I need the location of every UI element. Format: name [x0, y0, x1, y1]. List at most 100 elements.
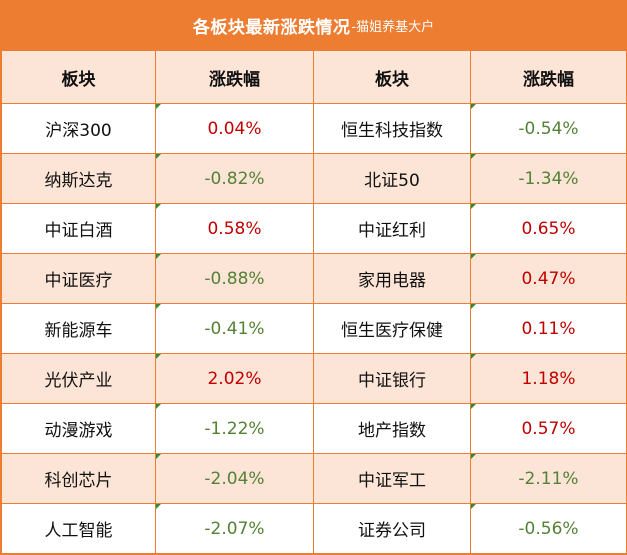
change-value-right: -0.54% [470, 103, 627, 154]
header-sector-right: 板块 [313, 50, 471, 104]
table-row: 沪深300 0.04% 恒生科技指数 -0.54% [1, 103, 627, 154]
cell-indicator-icon [156, 504, 161, 509]
cell-indicator-icon [156, 254, 161, 259]
sector-name-right: 恒生医疗保健 [313, 303, 471, 354]
sector-name-right-text: 恒生科技指数 [341, 121, 443, 141]
change-value-right-text: 0.65% [521, 218, 576, 239]
sector-name-right-text: 证券公司 [358, 521, 426, 541]
table-row: 中证医疗 -0.88% 家用电器 0.47% [1, 253, 627, 304]
change-value-right: -1.34% [470, 153, 627, 204]
sector-name-right-text: 恒生医疗保健 [341, 321, 443, 341]
change-value-left: 0.58% [155, 203, 314, 254]
table-row: 中证白酒 0.58% 中证红利 0.65% [1, 203, 627, 254]
change-value-left: 2.02% [155, 353, 314, 404]
change-value-left: -0.41% [155, 303, 314, 354]
sector-name-left-text: 人工智能 [44, 521, 113, 541]
cell-indicator-icon [156, 304, 161, 309]
change-value-right: 0.65% [470, 203, 627, 254]
cell-indicator-icon [471, 354, 476, 359]
title-bar: 各板块最新涨跌情况 -猫姐养基大户 [1, 1, 626, 50]
cell-indicator-icon [471, 154, 476, 159]
table-row: 动漫游戏 -1.22% 地产指数 0.57% [1, 403, 627, 454]
change-value-left: 0.04% [155, 103, 314, 154]
sector-name-left-text: 光伏产业 [44, 371, 113, 391]
cell-indicator-icon [471, 104, 476, 109]
sector-name-left: 光伏产业 [1, 353, 156, 404]
change-value-right-text: 0.47% [521, 268, 576, 289]
change-value-left: -0.88% [155, 253, 314, 304]
cell-indicator-icon [471, 304, 476, 309]
change-value-right-text: -1.34% [518, 168, 579, 189]
table-row: 新能源车 -0.41% 恒生医疗保健 0.11% [1, 303, 627, 354]
change-value-right: 0.57% [470, 403, 627, 454]
sector-name-right: 恒生科技指数 [313, 103, 471, 154]
table-row: 纳斯达克 -0.82% 北证50 -1.34% [1, 153, 627, 204]
header-change-right: 涨跌幅 [470, 50, 627, 104]
sector-name-right: 家用电器 [313, 253, 471, 304]
change-value-left: -2.07% [155, 503, 314, 554]
change-value-left-text: -1.22% [204, 418, 265, 439]
sector-table: 板块 涨跌幅 板块 涨跌幅 沪深300 0.04% 恒生科技指数 -0.54% 纳斯达克… [1, 50, 627, 554]
table-row: 光伏产业 2.02% 中证银行 1.18% [1, 353, 627, 404]
cell-indicator-icon [156, 354, 161, 359]
change-value-left-text: 2.02% [207, 368, 262, 389]
change-value-left: -0.82% [155, 153, 314, 204]
sector-name-left-text: 沪深300 [45, 121, 112, 141]
cell-indicator-icon [156, 454, 161, 459]
change-value-left-text: -0.88% [204, 268, 265, 289]
sector-name-left: 沪深300 [1, 103, 156, 154]
cell-indicator-icon [156, 404, 161, 409]
sector-name-left: 新能源车 [1, 303, 156, 354]
sector-name-left-text: 中证医疗 [44, 271, 113, 291]
sector-name-right: 地产指数 [313, 403, 471, 454]
table-row: 科创芯片 -2.04% 中证军工 -2.11% [1, 453, 627, 504]
sector-name-left: 中证白酒 [1, 203, 156, 254]
change-value-left-text: 0.04% [207, 118, 262, 139]
sector-name-left-text: 动漫游戏 [44, 421, 113, 441]
sector-name-left: 纳斯达克 [1, 153, 156, 204]
change-value-right-text: 0.11% [521, 318, 576, 339]
change-value-left-text: -2.07% [204, 518, 265, 539]
cell-indicator-icon [156, 104, 161, 109]
change-value-right: 0.11% [470, 303, 627, 354]
change-value-left-text: 0.58% [207, 218, 262, 239]
sector-name-right: 证券公司 [313, 503, 471, 554]
sector-name-right: 中证军工 [313, 453, 471, 504]
change-value-left-text: -0.82% [204, 168, 265, 189]
change-value-right: 1.18% [470, 353, 627, 404]
cell-indicator-icon [471, 404, 476, 409]
sector-name-left-text: 纳斯达克 [44, 171, 113, 191]
change-value-right-text: -0.54% [518, 118, 579, 139]
table-row: 人工智能 -2.07% 证券公司 -0.56% [1, 503, 627, 554]
change-value-left: -2.04% [155, 453, 314, 504]
sector-name-right-text: 中证红利 [358, 221, 426, 241]
header-row: 板块 涨跌幅 板块 涨跌幅 [1, 50, 627, 104]
cell-indicator-icon [471, 254, 476, 259]
change-value-right-text: 1.18% [521, 368, 576, 389]
header-change-left: 涨跌幅 [155, 50, 314, 104]
change-value-left: -1.22% [155, 403, 314, 454]
change-value-right: -2.11% [470, 453, 627, 504]
table-subtitle: -猫姐养基大户 [351, 19, 435, 35]
cell-indicator-icon [156, 154, 161, 159]
change-value-left-text: -0.41% [204, 318, 265, 339]
cell-indicator-icon [471, 204, 476, 209]
change-value-right: 0.47% [470, 253, 627, 304]
cell-indicator-icon [471, 454, 476, 459]
sector-name-left: 动漫游戏 [1, 403, 156, 454]
sector-name-left: 中证医疗 [1, 253, 156, 304]
sector-name-right-text: 中证银行 [358, 371, 426, 391]
sector-name-left-text: 科创芯片 [44, 471, 113, 491]
sector-name-left: 人工智能 [1, 503, 156, 554]
sector-name-left: 科创芯片 [1, 453, 156, 504]
change-value-right-text: 0.57% [521, 418, 576, 439]
sector-name-left-text: 中证白酒 [44, 221, 113, 241]
sector-name-right: 北证50 [313, 153, 471, 204]
sector-name-right-text: 家用电器 [358, 271, 426, 291]
sector-name-right-text: 北证50 [364, 171, 420, 191]
sector-name-right-text: 地产指数 [358, 421, 426, 441]
change-value-right-text: -2.11% [518, 468, 579, 489]
sector-name-right: 中证红利 [313, 203, 471, 254]
change-value-left-text: -2.04% [204, 468, 265, 489]
